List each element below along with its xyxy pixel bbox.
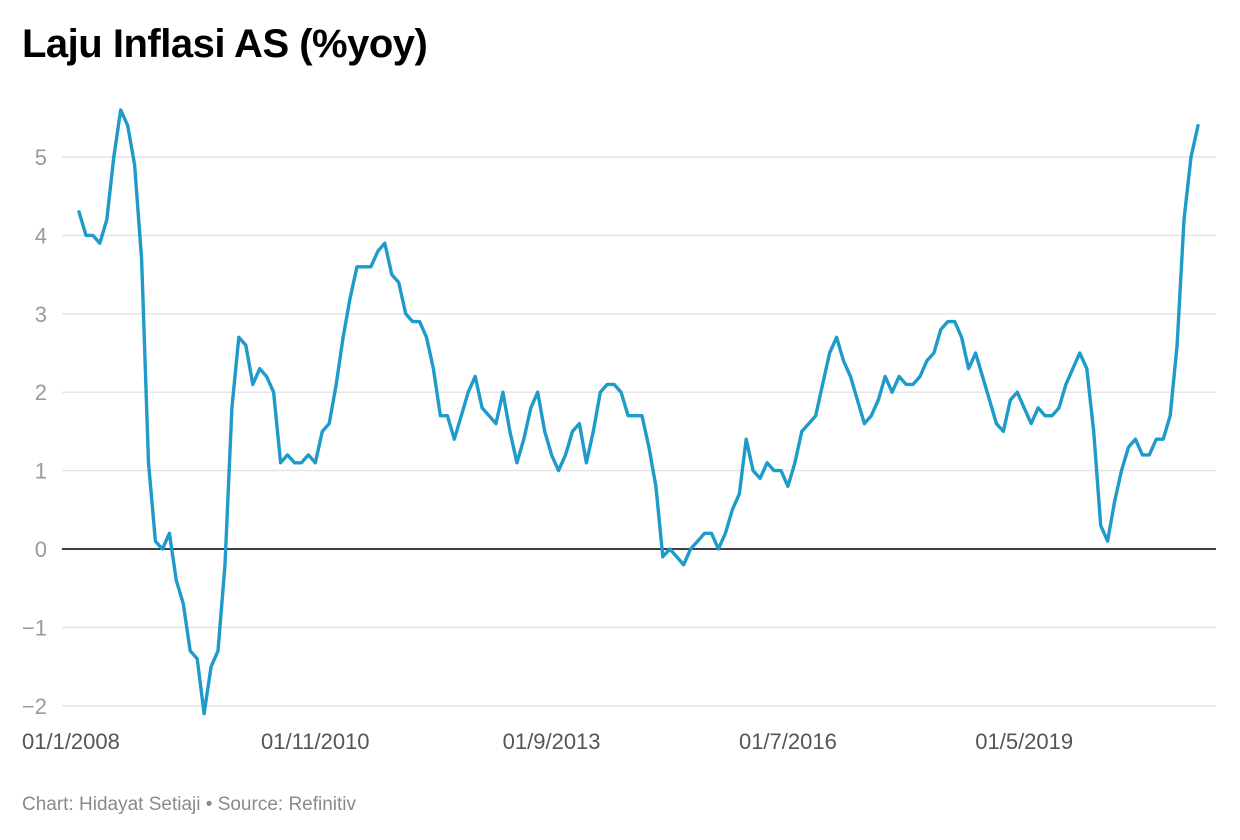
x-tick-label: 01/7/2016 [739,729,837,754]
chart-title: Laju Inflasi AS (%yoy) [22,22,428,66]
chart-source: Source: Refinitiv [217,794,357,815]
x-tick-label: 01/5/2019 [975,729,1073,754]
y-tick-label: 1 [35,459,47,484]
x-tick-label: 01/11/2010 [261,729,369,754]
series-line-0 [77,108,1200,716]
y-tick-label: 2 [35,380,47,405]
x-axis-ticks: 01/1/2008 01/11/2010 01/9/2013 01/7/2016 01/… [22,729,1073,754]
footer-separator: • [200,794,218,815]
chart-footer: Chart: Hidayat Setiaji • Source: Refinit… [22,794,356,816]
y-tick-label: 0 [35,537,47,562]
series-group [77,108,1200,716]
y-tick-label: 5 [35,145,47,170]
y-tick-label: −1 [22,615,47,640]
y-tick-label: 4 [35,223,47,248]
y-axis-ticks: 5 4 3 2 1 0 −1 −2 [22,145,47,719]
x-tick-label: 01/1/2008 [22,729,120,754]
x-tick-label: 01/9/2013 [503,729,601,754]
y-tick-label: 3 [35,302,47,327]
y-tick-label: −2 [22,694,47,719]
chart-credit: Chart: Hidayat Setiaji [22,794,201,815]
gridlines [62,156,1216,707]
